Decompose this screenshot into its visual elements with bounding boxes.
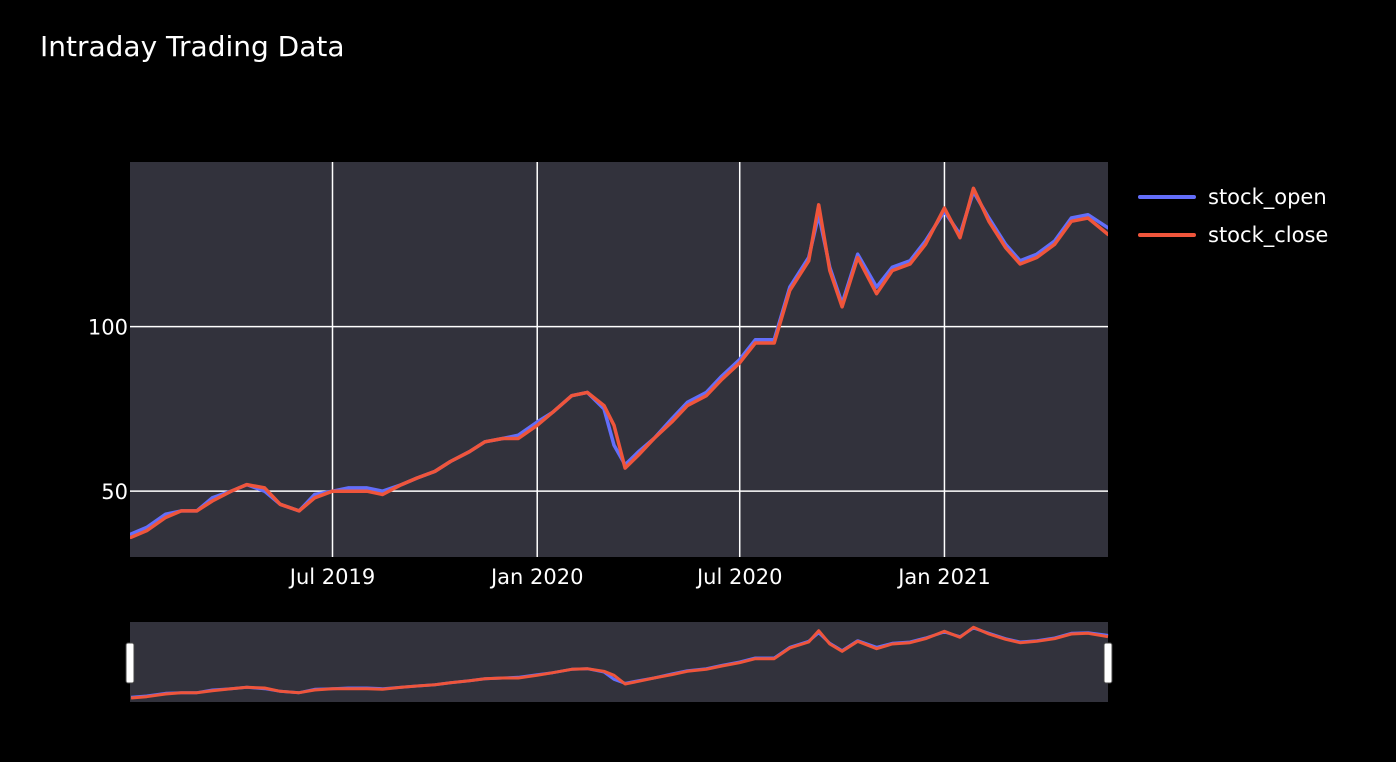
legend-label-stock-open: stock_open xyxy=(1208,185,1327,209)
rangeslider-line-stock-close xyxy=(130,625,1109,700)
x-tick-label: Jan 2021 xyxy=(896,565,991,589)
rangeslider-handle-right[interactable] xyxy=(1103,642,1113,684)
legend-swatch-stock-close xyxy=(1138,233,1196,237)
rangeslider-series xyxy=(130,625,1109,700)
legend-item-stock-close[interactable]: stock_close xyxy=(1138,216,1328,254)
x-tick-label: Jul 2019 xyxy=(288,565,375,589)
y-tick-label: 100 xyxy=(88,316,128,340)
chart-title: Intraday Trading Data xyxy=(40,30,345,63)
legend: stock_open stock_close xyxy=(1138,178,1328,254)
tick-layer: Jul 2019 Jan 2020 Jul 2020 Jan 2021 50 100 xyxy=(88,316,991,589)
rangeslider-handles xyxy=(125,642,1113,684)
rangeslider[interactable] xyxy=(130,622,1108,702)
series-line-stock-close[interactable] xyxy=(130,186,1108,540)
legend-item-stock-open[interactable]: stock_open xyxy=(1138,178,1328,216)
x-tick-label: Jul 2020 xyxy=(695,565,782,589)
legend-swatch-stock-open xyxy=(1138,195,1196,199)
plot-area[interactable] xyxy=(130,162,1108,557)
series-layer xyxy=(130,186,1108,540)
y-tick-label: 50 xyxy=(101,480,128,504)
rangeslider-handle-left[interactable] xyxy=(125,642,135,684)
x-tick-label: Jan 2020 xyxy=(489,565,584,589)
legend-label-stock-close: stock_close xyxy=(1208,223,1329,247)
